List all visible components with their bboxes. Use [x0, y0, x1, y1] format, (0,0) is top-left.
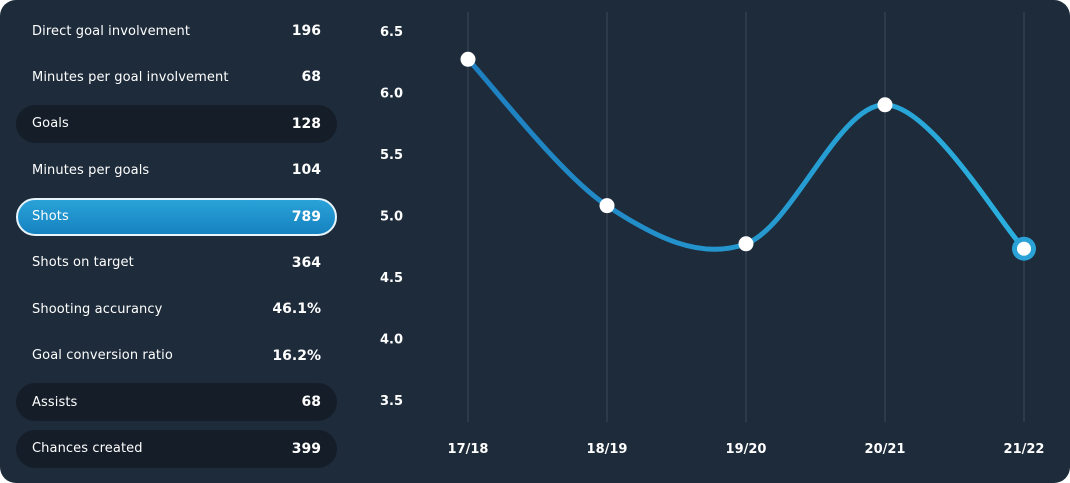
x-tick-label: 18/19 [587, 442, 628, 457]
stat-row-goal-conversion-ratio[interactable]: Goal conversion ratio 16.2% [16, 337, 337, 375]
stat-value: 104 [291, 162, 321, 179]
stat-value: 128 [291, 115, 321, 132]
stat-value: 399 [291, 440, 321, 457]
stat-row-shots-on-target[interactable]: Shots on target 364 [16, 244, 337, 282]
shots-line-chart: 6.5 6.0 5.5 5.0 4.5 4.0 3.5 17/18 18/19 19/20 20/2… [380, 12, 1045, 457]
stat-row-goals[interactable]: Goals 128 [16, 104, 337, 143]
stat-row-shooting-accurancy[interactable]: Shooting accurancy 46.1% [16, 290, 337, 328]
stat-row-assists[interactable]: Assists 68 [16, 383, 337, 422]
stats-list: Direct goal involvement 196 Minutes per go… [16, 12, 337, 476]
y-tick-label: 4.5 [380, 271, 403, 286]
x-tick-label: 20/21 [865, 442, 906, 457]
stat-label: Assists [32, 394, 78, 410]
stat-label: Goals [32, 116, 69, 132]
stat-value: 196 [291, 23, 321, 39]
data-point [877, 97, 893, 113]
stat-row-minutes-per-goals[interactable]: Minutes per goals 104 [16, 151, 337, 189]
stat-value: 16.2% [272, 347, 321, 364]
stat-value: 46.1% [272, 301, 321, 318]
stat-value: 789 [291, 208, 321, 225]
stat-label: Chances created [32, 441, 143, 457]
stat-label: Minutes per goals [32, 162, 150, 178]
data-point [460, 51, 476, 67]
y-tick-label: 3.5 [380, 394, 403, 409]
y-tick-label: 6.0 [380, 87, 403, 102]
data-point [738, 236, 754, 252]
stat-label: Minutes per goal involvement [32, 69, 229, 85]
stat-row-chances-created[interactable]: Chances created 399 [16, 429, 337, 468]
stat-value: 68 [301, 69, 321, 86]
stat-label: Shots [32, 209, 69, 225]
stat-row-direct-goal-involvement[interactable]: Direct goal involvement 196 [16, 12, 337, 50]
stat-value: 364 [291, 254, 321, 271]
stat-label: Shooting accurancy [32, 301, 163, 317]
y-tick-label: 5.5 [380, 148, 403, 163]
stat-label: Goal conversion ratio [32, 348, 173, 364]
y-tick-label: 6.5 [380, 25, 403, 40]
x-tick-label: 21/22 [1004, 442, 1045, 457]
stat-label: Direct goal involvement [32, 23, 191, 39]
y-tick-label: 4.0 [380, 333, 403, 348]
stat-label: Shots on target [32, 255, 134, 271]
stat-row-shots[interactable]: Shots 789 [16, 197, 337, 236]
x-tick-label: 19/20 [726, 442, 767, 457]
y-tick-label: 5.0 [380, 210, 403, 225]
data-point [599, 198, 615, 214]
stat-row-minutes-per-goal-involvement[interactable]: Minutes per goal involvement 68 [16, 58, 337, 96]
stat-value: 68 [301, 394, 321, 411]
data-point [1017, 241, 1031, 256]
x-tick-label: 17/18 [448, 442, 489, 457]
